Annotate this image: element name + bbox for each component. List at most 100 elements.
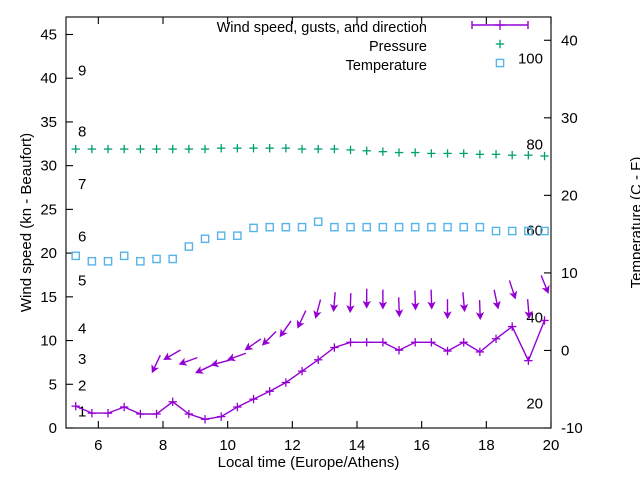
temperature-point [410,222,420,232]
beaufort-label: 9 [78,62,86,79]
wind-direction-arrow [378,289,388,310]
temperature-point [297,222,307,232]
y-tick-label: 35 [40,114,57,131]
plot-frame [65,16,552,429]
y2-tick-label: 20 [561,187,578,204]
y2-tick-label: 10 [561,265,578,282]
temperature-point [233,231,242,240]
temperature-point [103,256,113,266]
beaufort-label: 8 [78,124,86,141]
wind-direction-arrow [427,289,436,310]
temperature-point [346,222,355,232]
temperature-point [119,251,129,261]
beaufort-label: 3 [78,351,86,368]
wind-direction-arrow [475,300,485,321]
y-tick-label: 45 [40,26,57,43]
y-tick-label: 25 [40,201,57,218]
y-axis-label: Wind speed (kn - Beaufort) [18,132,35,313]
wind-direction-arrow [178,356,198,366]
wind-direction-arrow [210,359,231,368]
temperature-point [281,222,291,232]
beaufort-label: 5 [78,272,86,289]
temperature-point [475,222,485,232]
wind-speed-line [75,320,546,421]
wind-direction-arrow [261,331,277,346]
wind-direction-arrow [492,289,501,310]
x-tick-label: 20 [543,437,560,454]
temperature-point [540,226,549,236]
temperature-point [216,231,226,240]
temperature-point [249,223,258,233]
legend-sample-temperature [495,58,505,68]
beaufort-label: 7 [78,176,86,193]
wind-direction-arrow [329,292,339,313]
temperature-point [362,222,372,232]
x-axis-label: Local time (Europe/Athens) [217,454,400,471]
wind-direction-arrow [524,299,533,320]
temperature-point [71,251,80,261]
temperature-point [394,222,404,232]
wind-direction-arrow [459,292,469,313]
x-tick-label: 18 [478,437,495,454]
temperature-point [524,226,533,236]
y2-tick-label: 40 [561,32,578,49]
y-tick-label: 15 [40,289,57,306]
x-tick-label: 16 [413,437,430,454]
temperature-point [378,222,388,232]
wind-direction-arrow [346,293,355,314]
y-tick-label: 20 [40,245,57,262]
temperature-point [136,256,145,266]
wind-direction-arrow [313,299,322,319]
wind-direction-arrow [244,338,262,351]
x-tick-label: 8 [159,437,167,454]
temperature-point [491,226,501,236]
temperature-point [184,242,194,251]
legend-item-wind[interactable]: Wind speed, gusts, and direction [216,20,427,36]
fahrenheit-label: 100 [518,50,543,67]
beaufort-label: 2 [78,377,86,394]
fahrenheit-label: 80 [526,136,543,153]
wind-direction-arrow [362,288,371,309]
y-tick-label: 40 [40,70,57,87]
fahrenheit-label: 20 [526,395,543,412]
temperature-point [313,217,323,227]
wind-direction-arrow [394,297,404,318]
legend-item-pressure[interactable]: Pressure [368,39,427,55]
y2-tick-label: 30 [561,110,578,127]
temperature-point [87,256,97,266]
wind-direction-arrow [227,352,247,362]
beaufort-label: 6 [78,229,86,246]
y-tick-label: 30 [40,158,57,175]
temperature-point [330,222,339,232]
y2-axis-label: Temperature (C - F) [628,156,640,289]
x-tick-label: 6 [94,437,102,454]
y2-tick-label: -10 [561,420,583,437]
wind-direction-arrow [151,354,161,374]
x-tick-label: 10 [219,437,236,454]
temperature-point [200,234,210,244]
y2-tick-label: 0 [561,342,569,359]
beaufort-label: 1 [78,404,86,421]
beaufort-label: 4 [78,320,86,337]
temperature-point [152,254,161,264]
wind-direction-arrow [411,290,420,311]
wind-direction-arrow [163,349,181,360]
wind-direction-arrow [195,364,214,374]
wind-direction-arrow [296,310,307,329]
legend-item-temperature[interactable]: Temperature [345,58,427,74]
temperature-point [443,222,452,232]
temperature-point [427,222,436,232]
wind-direction-arrow [279,320,292,338]
x-tick-label: 14 [349,437,366,454]
y-tick-label: 0 [49,420,57,437]
wind-direction-arrow [508,280,518,300]
wind-direction-arrow [540,275,550,294]
temperature-point [265,222,275,232]
y-tick-label: 10 [40,333,57,350]
temperature-point [459,222,469,232]
temperature-point [507,226,517,236]
wind-direction-arrow [443,299,452,320]
y-tick-label: 5 [49,376,57,393]
